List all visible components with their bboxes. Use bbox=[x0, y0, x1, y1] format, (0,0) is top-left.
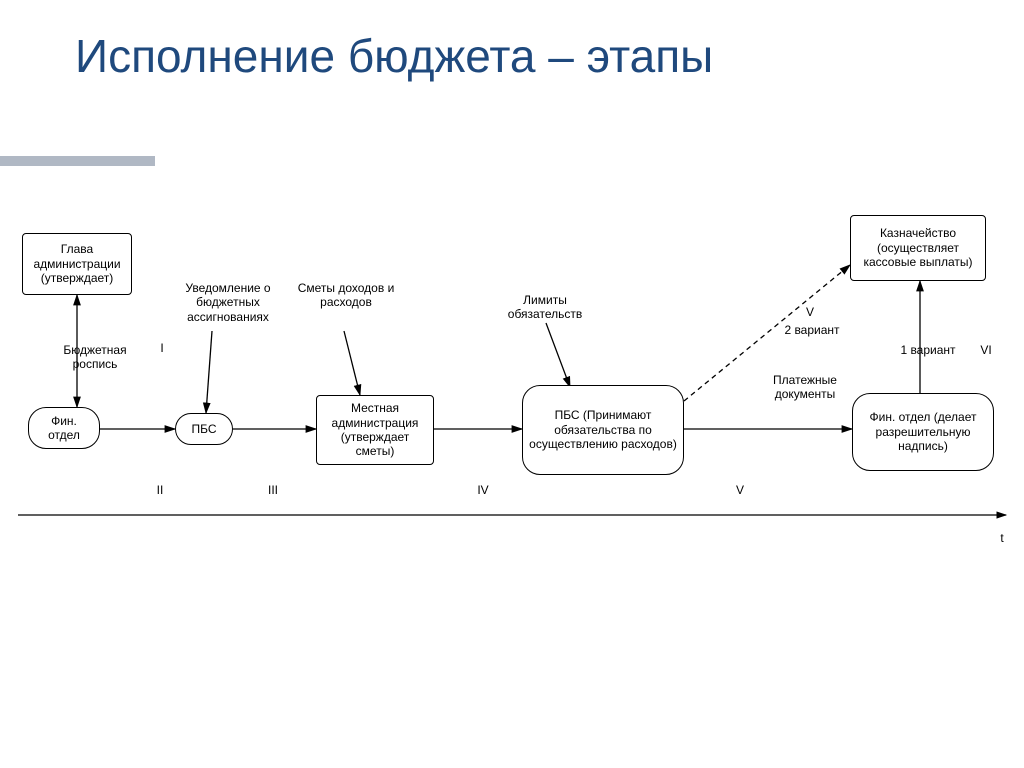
label-variant1: 1 вариант bbox=[888, 343, 968, 357]
edge-estimates-local_adm bbox=[344, 331, 360, 395]
label-rn_IV: IV bbox=[468, 483, 498, 497]
node-head_admin: Глава администрации (утверждает) bbox=[22, 233, 132, 295]
label-rn_III: III bbox=[258, 483, 288, 497]
node-treasury: Казначейство (осуществляет кассовые выпл… bbox=[850, 215, 986, 281]
label-rn_Vb: V bbox=[730, 483, 750, 497]
label-notice: Уведомление о бюджетных ассигнованиях bbox=[168, 281, 288, 324]
label-limits: Лимиты обязательств bbox=[490, 293, 600, 322]
label-rn_VI: VI bbox=[974, 343, 998, 357]
label-rn_Vt: V bbox=[800, 305, 820, 319]
edge-limits-pbs2 bbox=[546, 323, 570, 387]
label-pay_docs: Платежные документы bbox=[750, 373, 860, 402]
label-estimates: Сметы доходов и расходов bbox=[296, 281, 396, 310]
node-fin_dept1: Фин. отдел bbox=[28, 407, 100, 449]
page-title: Исполнение бюджета – этапы bbox=[75, 30, 713, 83]
node-pbs2: ПБС (Принимают обязательства по осуществ… bbox=[522, 385, 684, 475]
label-budget_list: Бюджетная роспись bbox=[50, 343, 140, 372]
title-underline bbox=[0, 156, 155, 166]
node-fin_dept2: Фин. отдел (делает разрешительную надпис… bbox=[852, 393, 994, 471]
node-pbs1: ПБС bbox=[175, 413, 233, 445]
label-rn_I: I bbox=[152, 341, 172, 355]
label-variant2: 2 вариант bbox=[772, 323, 852, 337]
label-t_axis: t bbox=[992, 531, 1012, 545]
label-rn_II: II bbox=[150, 483, 170, 497]
edge-notice-pbs1 bbox=[206, 331, 212, 413]
flowchart: Глава администрации (утверждает) Фин. отд… bbox=[0, 215, 1024, 555]
node-local_adm: Местная администрация (утверждает сметы) bbox=[316, 395, 434, 465]
